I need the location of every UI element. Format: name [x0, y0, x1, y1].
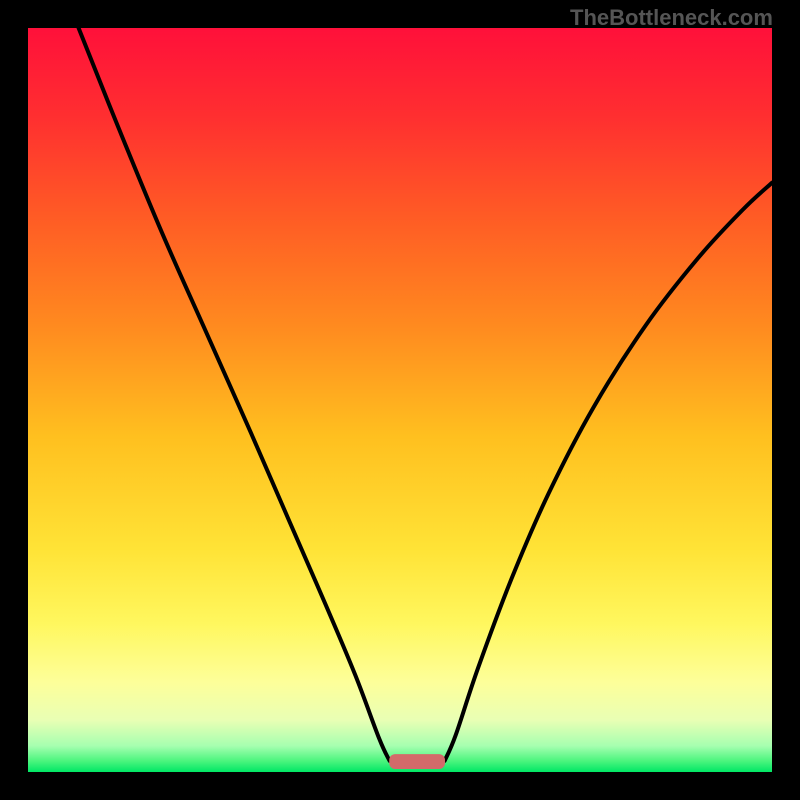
frame-bottom — [0, 772, 800, 800]
chart-svg — [28, 28, 772, 772]
bottleneck-marker — [389, 754, 445, 769]
gradient-background — [28, 28, 772, 772]
chart-plot-area — [28, 28, 772, 772]
frame-left — [0, 0, 28, 800]
frame-right — [772, 0, 800, 800]
watermark-label: TheBottleneck.com — [570, 5, 773, 31]
